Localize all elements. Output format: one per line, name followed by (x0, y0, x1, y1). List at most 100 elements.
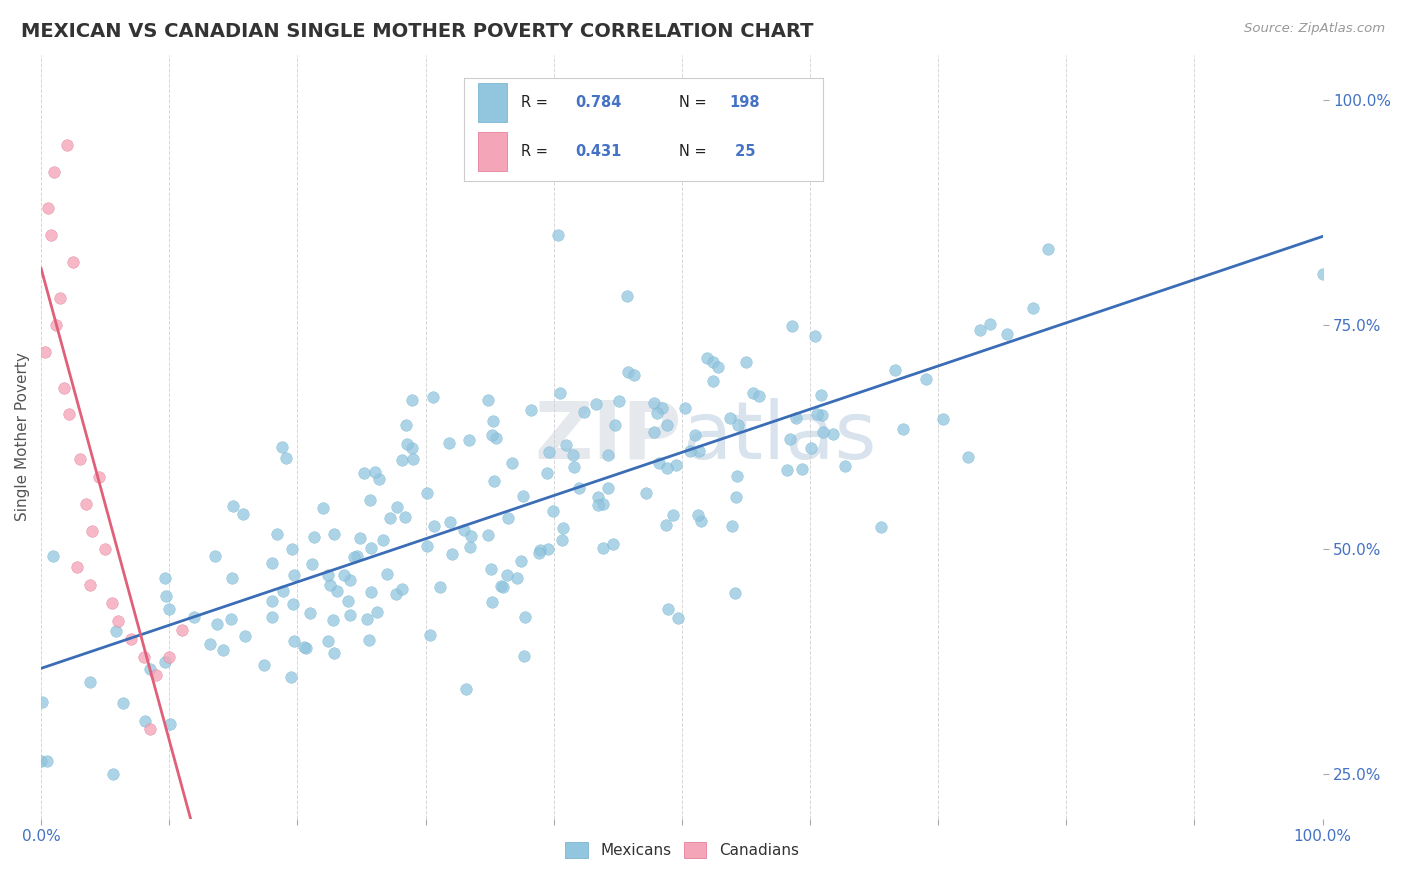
Point (1036, 242, 1059, 256)
Point (780, 318, 803, 333)
Point (506, 571, 529, 585)
Point (53, 380, 76, 394)
Point (41, 227, 63, 242)
Point (198, 637, 221, 651)
Point (394, 509, 416, 524)
Point (322, 613, 344, 627)
Point (363, 466, 385, 480)
Point (75, 497, 97, 511)
Point (823, 426, 845, 441)
Point (586, 498, 609, 512)
Point (512, 489, 534, 503)
Point (776, 463, 799, 477)
Point (221, 571, 243, 585)
Point (360, 584, 382, 599)
Point (107, 614, 129, 628)
Point (262, 556, 284, 570)
Point (537, 541, 560, 556)
Point (458, 434, 481, 448)
Point (1312, 267, 1334, 281)
Point (318, 634, 340, 648)
Point (339, 608, 361, 623)
Point (616, 289, 638, 303)
Point (79, 578, 101, 592)
Point (477, 392, 499, 407)
Point (145, 668, 167, 682)
Point (423, 519, 446, 533)
Point (222, 499, 245, 513)
Point (477, 528, 499, 542)
Point (725, 469, 748, 483)
Point (735, 355, 758, 369)
Point (834, 458, 856, 473)
Point (592, 497, 614, 511)
Point (37, 201, 59, 215)
Point (204, 549, 226, 563)
Point (371, 533, 394, 548)
Point (66, 560, 89, 574)
Point (724, 586, 747, 600)
Point (346, 549, 368, 563)
Point (281, 597, 304, 611)
Point (592, 541, 614, 556)
Point (139, 662, 162, 676)
Point (914, 372, 936, 386)
Point (49, 291, 72, 305)
Point (792, 462, 814, 476)
Point (598, 448, 620, 462)
Point (804, 329, 827, 343)
Point (391, 452, 413, 467)
Point (690, 514, 713, 528)
Point (482, 414, 505, 428)
Point (645, 406, 668, 420)
Point (725, 491, 748, 505)
Point (312, 500, 335, 515)
Point (271, 583, 294, 598)
Point (688, 443, 710, 458)
Point (429, 580, 451, 594)
Text: Source: ZipAtlas.com: Source: ZipAtlas.com (1244, 22, 1385, 36)
Point (262, 593, 284, 607)
Point (283, 634, 305, 648)
Point (482, 474, 505, 488)
Point (454, 682, 477, 697)
Point (326, 583, 349, 598)
Point (538, 445, 561, 459)
Point (333, 568, 356, 582)
Point (665, 458, 688, 472)
Point (139, 722, 162, 736)
Point (343, 549, 366, 564)
Point (666, 611, 689, 625)
Y-axis label: Single Mother Poverty: Single Mother Poverty (15, 352, 30, 521)
Point (479, 562, 502, 576)
Point (492, 580, 515, 594)
Point (132, 650, 155, 665)
Point (378, 510, 401, 524)
Point (323, 646, 346, 660)
Point (585, 397, 607, 411)
Point (31, 695, 53, 709)
Point (104, 624, 127, 638)
Point (159, 716, 181, 731)
Point (221, 612, 243, 626)
Point (55, 138, 77, 153)
Point (543, 504, 565, 518)
Point (42, 165, 65, 179)
Point (485, 431, 508, 445)
Point (301, 557, 323, 571)
Point (82, 524, 104, 539)
Point (101, 766, 124, 780)
Point (520, 403, 543, 417)
Point (509, 554, 531, 568)
Point (322, 526, 344, 541)
Point (688, 508, 710, 522)
Point (360, 541, 382, 556)
Point (262, 609, 284, 624)
Point (512, 649, 534, 664)
Point (157, 602, 180, 616)
Point (501, 456, 523, 470)
Point (183, 609, 205, 624)
Point (440, 547, 463, 561)
Point (623, 368, 645, 383)
Point (481, 428, 503, 442)
